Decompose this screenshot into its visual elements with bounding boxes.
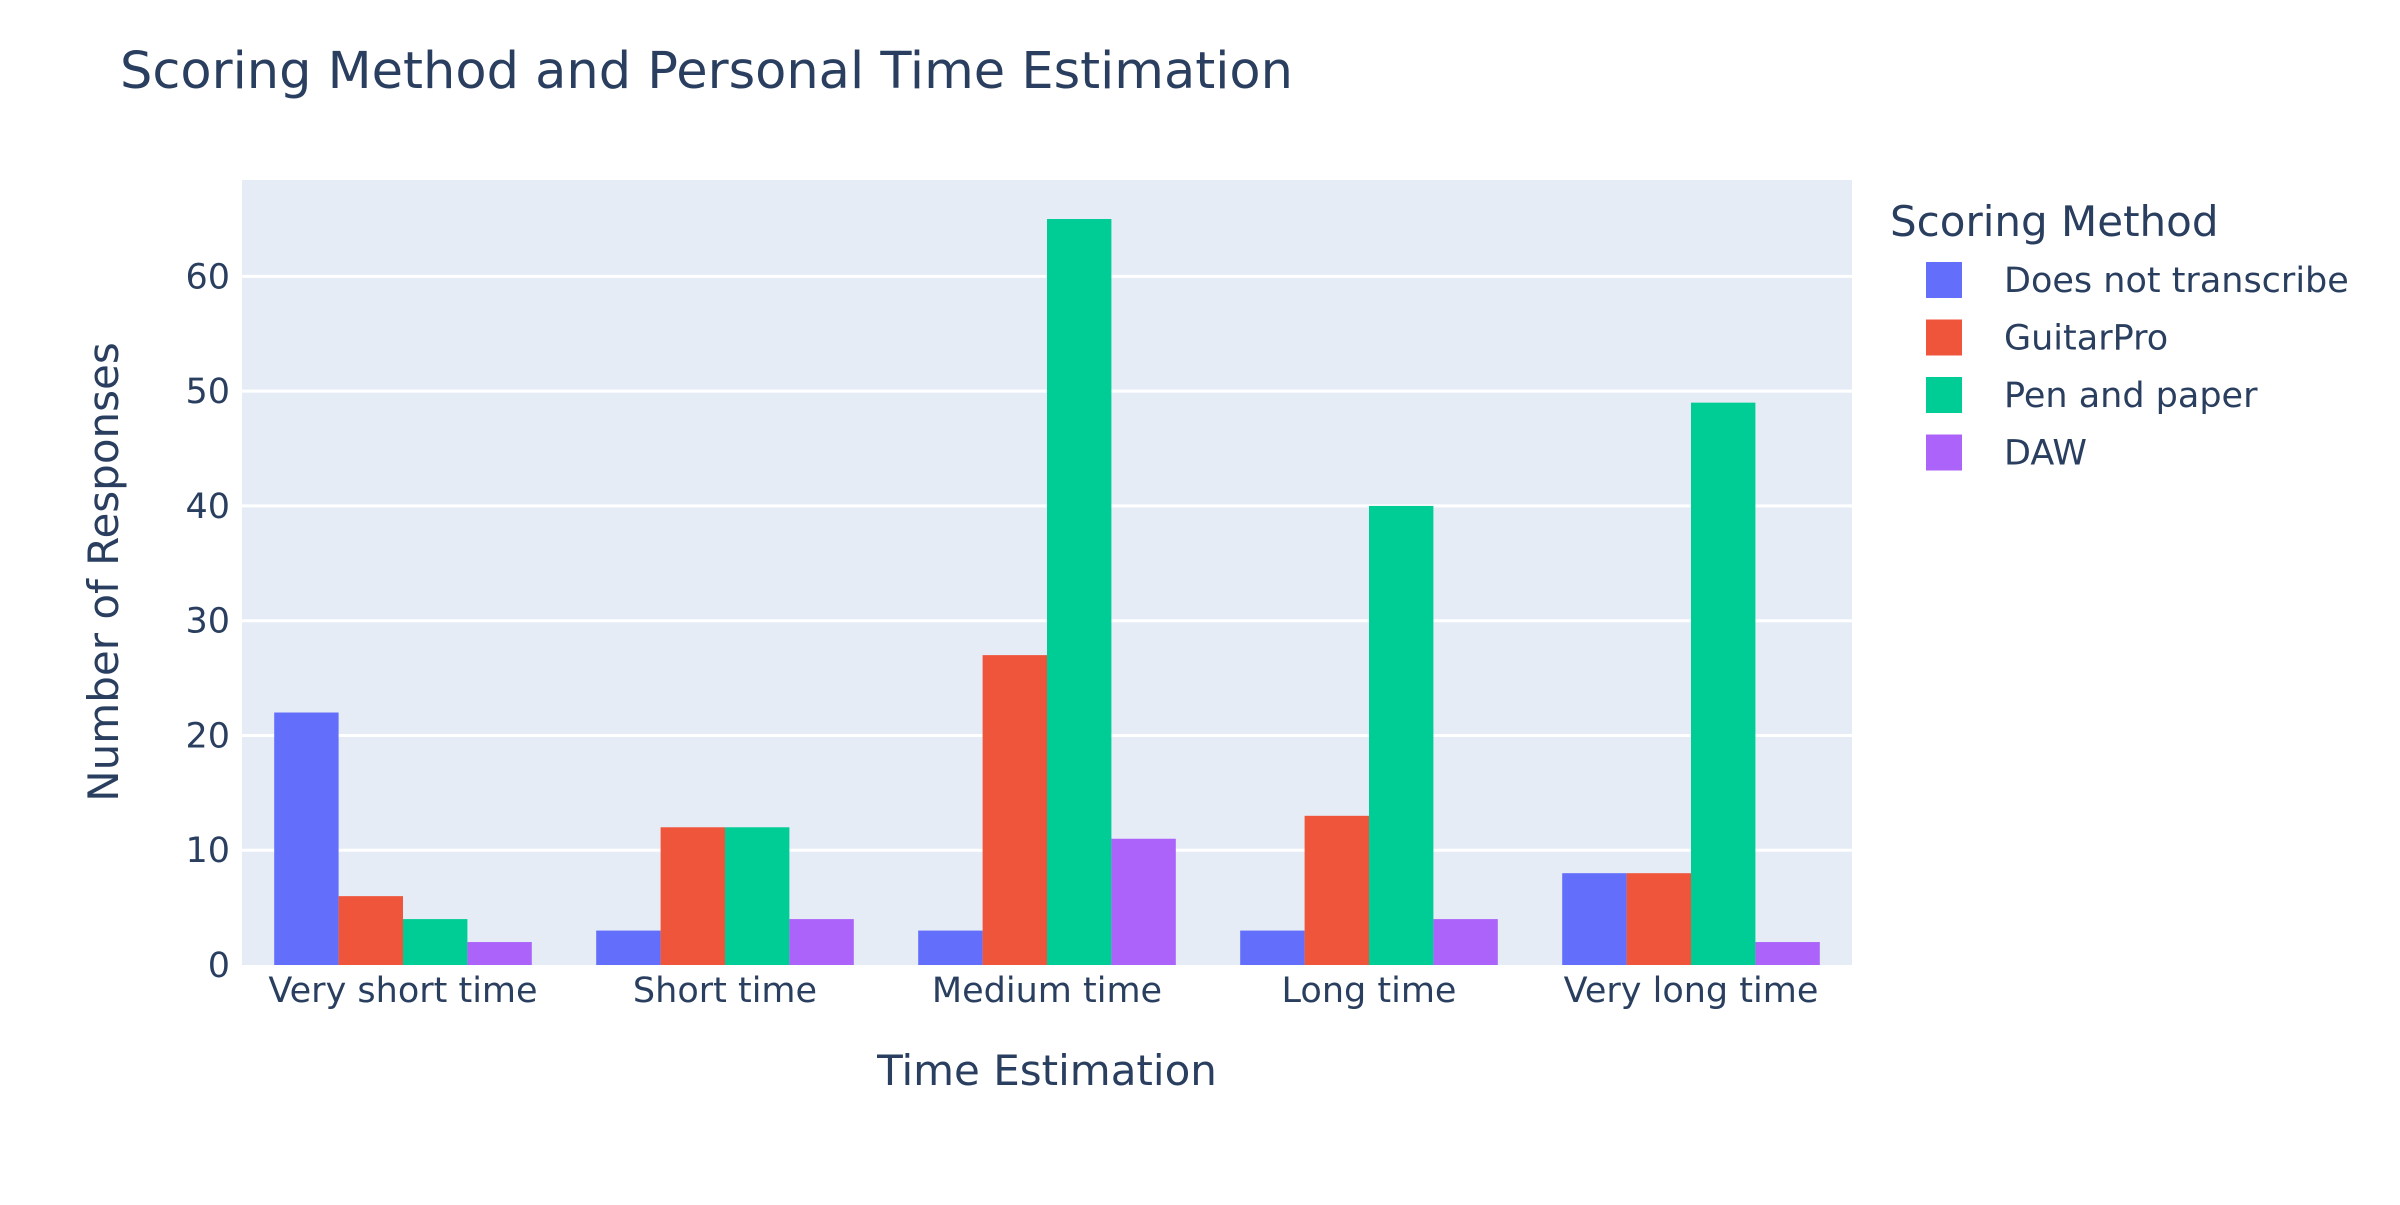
legend-swatch <box>1926 319 1962 356</box>
y-axis-title: Number of Responses <box>79 342 128 802</box>
bar-daw <box>1433 919 1498 965</box>
x-tick-label: Long time <box>1282 971 1457 1011</box>
bar-pen-and-paper <box>1047 219 1112 966</box>
bar-guitarpro <box>1304 815 1369 965</box>
y-tick-label: 30 <box>185 602 230 642</box>
bar-pen-and-paper <box>1691 402 1756 965</box>
bar-pen-and-paper <box>1369 505 1434 965</box>
legend-swatch <box>1926 262 1962 298</box>
x-tick-label: Short time <box>633 971 817 1011</box>
bar-does-not-transcribe <box>918 930 983 965</box>
bar-guitarpro <box>660 827 725 965</box>
y-tick-label: 60 <box>185 257 230 297</box>
bar-pen-and-paper <box>725 827 790 965</box>
y-tick-label: 0 <box>208 946 230 986</box>
bar-does-not-transcribe <box>1562 873 1627 965</box>
bar-does-not-transcribe <box>274 712 339 965</box>
legend-label: GuitarPro <box>2004 319 2168 359</box>
x-axis-title: Time Estimation <box>876 1046 1217 1095</box>
legend-swatch <box>1926 377 1962 413</box>
bar-daw <box>789 919 854 965</box>
x-tick-label: Very short time <box>268 971 537 1011</box>
x-tick-label: Very long time <box>1564 971 1819 1011</box>
legend-label: DAW <box>2004 434 2087 474</box>
legend-label: Pen and paper <box>2004 376 2258 416</box>
y-tick-label: 40 <box>185 487 230 527</box>
legend: Scoring Method Does not transcribe Guitar… <box>1890 197 2349 474</box>
legend-title: Scoring Method <box>1890 197 2219 246</box>
bar-does-not-transcribe <box>1240 930 1305 965</box>
y-tick-label: 10 <box>185 831 230 871</box>
bar-pen-and-paper <box>403 919 468 965</box>
bar-daw <box>1755 942 1820 965</box>
chart-title: Scoring Method and Personal Time Estimat… <box>120 42 1293 101</box>
bar-does-not-transcribe <box>596 930 661 965</box>
bar-guitarpro <box>338 896 403 965</box>
x-tick-label: Medium time <box>932 971 1162 1011</box>
bar-daw <box>1111 838 1176 965</box>
bar-guitarpro <box>1626 873 1691 965</box>
bar-daw <box>467 942 532 965</box>
bars-group <box>274 219 1820 966</box>
y-axis-ticks: 0 10 20 30 40 50 60 <box>185 257 230 986</box>
bar-guitarpro <box>982 655 1047 965</box>
x-axis-ticks: Very short time Short time Medium time Long… <box>268 971 1818 1011</box>
y-tick-label: 50 <box>185 372 230 412</box>
y-tick-label: 20 <box>185 716 230 756</box>
legend-label: Does not transcribe <box>2004 261 2349 301</box>
legend-swatch <box>1926 434 1962 471</box>
